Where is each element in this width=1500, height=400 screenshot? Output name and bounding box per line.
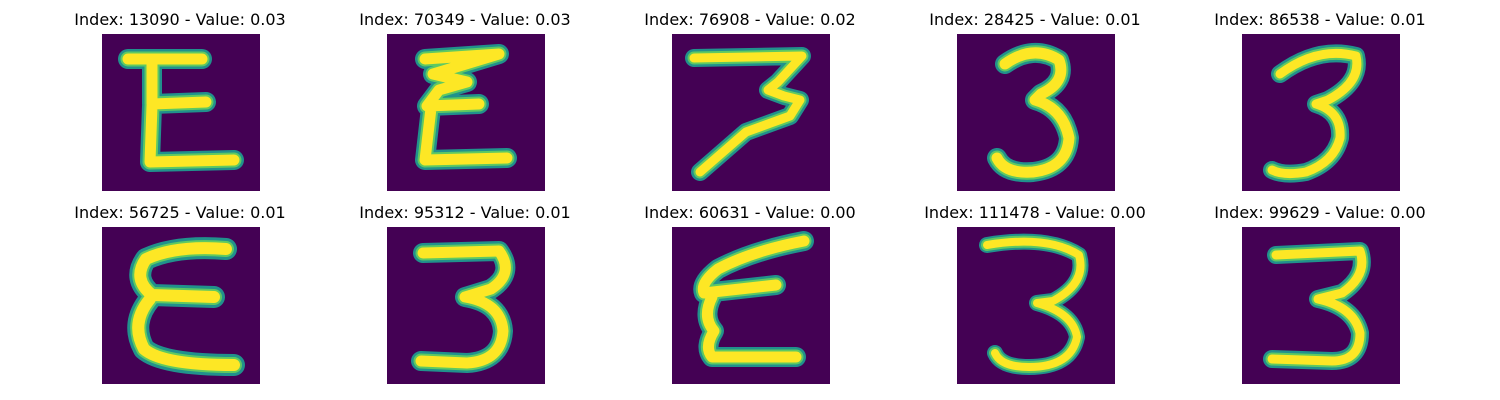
digit-panel: Index: 28425 - Value: 0.01 (885, 10, 1185, 200)
digit-panel: Index: 60631 - Value: 0.00 (600, 203, 900, 393)
glyph-three-tilted-image (1242, 34, 1400, 191)
digit-image (1242, 34, 1400, 191)
glyph-epsilon-block-image (102, 34, 260, 191)
glyph-three-flat-image (1242, 227, 1400, 384)
panel-title: Index: 70349 - Value: 0.03 (359, 10, 571, 29)
digit-panel: Index: 70349 - Value: 0.03 (315, 10, 615, 200)
digit-panel: Index: 111478 - Value: 0.00 (885, 203, 1185, 393)
digit-image (1242, 227, 1400, 384)
glyph-epsilon-slanted-image (672, 227, 830, 384)
panel-title: Index: 76908 - Value: 0.02 (644, 10, 856, 29)
glyph-seven-three-image (672, 34, 830, 191)
panel-title: Index: 99629 - Value: 0.00 (1214, 203, 1426, 222)
digit-image (957, 227, 1115, 384)
digit-image (102, 34, 260, 191)
digit-panel: Index: 76908 - Value: 0.02 (600, 10, 900, 200)
glyph-three-narrow-image (957, 34, 1115, 191)
digit-image (387, 227, 545, 384)
panel-title: Index: 95312 - Value: 0.01 (359, 203, 571, 222)
panel-title: Index: 13090 - Value: 0.03 (74, 10, 286, 29)
glyph-epsilon-zigzag-image (387, 34, 545, 191)
digit-image (672, 227, 830, 384)
digit-panel: Index: 86538 - Value: 0.01 (1170, 10, 1470, 200)
glyph-epsilon-round-image (102, 227, 260, 384)
panel-title: Index: 60631 - Value: 0.00 (644, 203, 856, 222)
digit-image (672, 34, 830, 191)
digit-panel: Index: 99629 - Value: 0.00 (1170, 203, 1470, 393)
panel-title: Index: 56725 - Value: 0.01 (74, 203, 286, 222)
glyph-three-open-image (957, 227, 1115, 384)
digit-image (957, 34, 1115, 191)
digit-panel: Index: 13090 - Value: 0.03 (30, 10, 330, 200)
digit-panel: Index: 95312 - Value: 0.01 (315, 203, 615, 393)
digit-image (102, 227, 260, 384)
panel-title: Index: 28425 - Value: 0.01 (929, 10, 1141, 29)
panel-title: Index: 111478 - Value: 0.00 (924, 203, 1146, 222)
digit-image (387, 34, 545, 191)
panel-title: Index: 86538 - Value: 0.01 (1214, 10, 1426, 29)
digit-panel: Index: 56725 - Value: 0.01 (30, 203, 330, 393)
glyph-three-wide-image (387, 227, 545, 384)
